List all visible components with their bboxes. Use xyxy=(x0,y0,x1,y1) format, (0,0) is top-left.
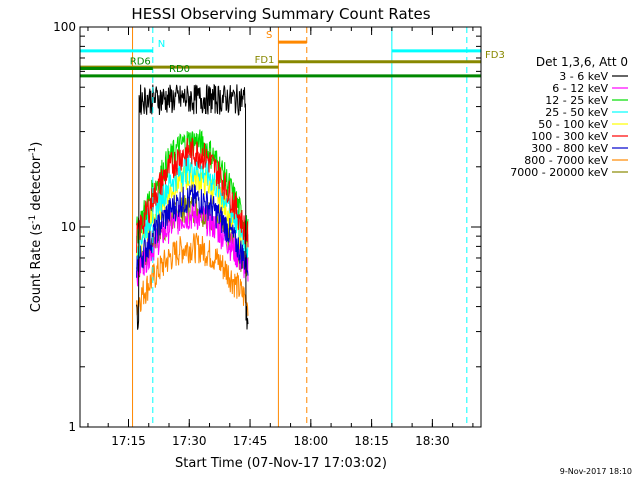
legend-entry-label: 7000 - 20000 keV xyxy=(510,166,608,179)
x-tick-label: 17:45 xyxy=(233,434,268,448)
legend-entry-label: 25 - 50 keV xyxy=(545,106,608,119)
flag-label: N xyxy=(158,39,165,50)
y-axis-label: Count Rate (s-1 detector-1) xyxy=(28,142,44,313)
flag-label: RD0 xyxy=(169,64,190,75)
x-tick-label: 17:30 xyxy=(172,434,207,448)
chart-title: HESSI Observing Summary Count Rates xyxy=(131,5,430,23)
legend-entry-label: 300 - 800 keV xyxy=(531,142,608,155)
y-tick-label: 1 xyxy=(68,420,76,434)
x-tick-label: 18:00 xyxy=(294,434,329,448)
legend-header: Det 1,3,6, Att 0 xyxy=(536,55,628,69)
footer-date: 9-Nov-2017 18:10 xyxy=(560,467,632,476)
legend-entry-label: 12 - 25 keV xyxy=(545,94,608,107)
x-tick-label: 18:30 xyxy=(415,434,450,448)
x-axis-label: Start Time (07-Nov-17 17:03:02) xyxy=(175,456,387,471)
y-tick-label: 100 xyxy=(53,20,76,34)
legend-entry-label: 800 - 7000 keV xyxy=(524,154,608,167)
series-line xyxy=(136,232,249,316)
legend-entry-label: 100 - 300 keV xyxy=(531,130,608,143)
x-tick-label: 17:15 xyxy=(111,434,146,448)
series-line xyxy=(136,83,249,330)
legend-entry-label: 50 - 100 keV xyxy=(538,118,608,131)
legend-entry-label: 3 - 6 keV xyxy=(559,70,608,83)
series-line xyxy=(136,137,249,253)
flag-label: S xyxy=(266,30,272,41)
flag-label: RD6 xyxy=(130,57,151,68)
y-tick-label: 10 xyxy=(61,220,76,234)
series-line xyxy=(136,184,249,278)
x-tick-label: 18:15 xyxy=(354,434,389,448)
flag-label: FD1 xyxy=(255,55,275,66)
legend-entry-label: 6 - 12 keV xyxy=(552,82,608,95)
flag-label: FD3 xyxy=(485,50,505,61)
